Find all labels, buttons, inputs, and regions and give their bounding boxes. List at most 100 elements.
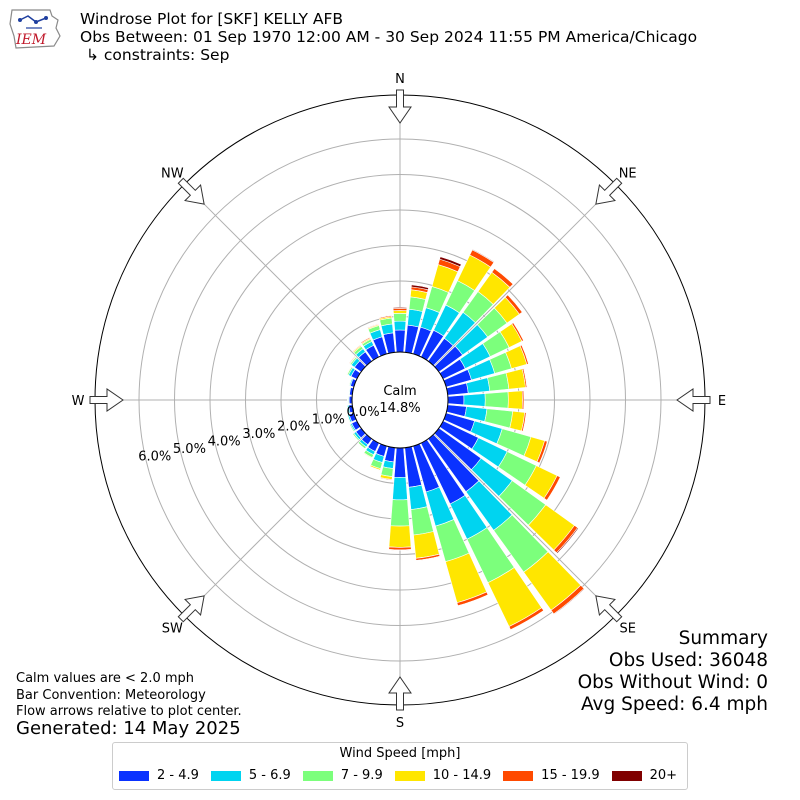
obs-between: Obs Between: 01 Sep 1970 12:00 AM - 30 S…	[80, 28, 698, 46]
bar-300-4	[345, 365, 352, 375]
compass-label-ne: NE	[619, 166, 637, 181]
summary-heading: Summary	[678, 628, 768, 649]
compass-arrow-sw	[177, 595, 205, 623]
bar-90-4	[521, 390, 525, 410]
bar-120-5	[546, 476, 562, 501]
legend-swatch-3	[394, 770, 425, 781]
flow-arrows-note: Flow arrows relative to plot center.	[16, 704, 242, 719]
calm-value: 14.8%	[379, 401, 420, 416]
legend-item-0: 2 - 4.9	[119, 768, 199, 783]
legend-swatch-5	[611, 770, 642, 781]
compass-arrow-w	[89, 388, 124, 412]
bar-90-2	[484, 391, 509, 409]
bar-180-0	[393, 447, 407, 478]
iem-logo: IEM	[9, 9, 61, 49]
bar-0-5	[392, 306, 408, 309]
bar-0-2	[393, 313, 407, 322]
bar-210-4	[362, 453, 373, 460]
compass-arrow-s	[388, 676, 412, 711]
bar-90-3	[507, 390, 523, 410]
legend-items: 2 - 4.9 5 - 6.9 7 - 9.9 10 - 14.9 15 - 19.9 2…	[119, 768, 689, 783]
calm-note: Calm values are < 2.0 mph	[16, 671, 195, 686]
legend-swatch-2	[302, 770, 333, 781]
grid-spoke	[183, 183, 367, 367]
bar-280-2	[348, 386, 351, 396]
calm-circle	[351, 351, 449, 449]
radial-tick-label-2: 2.0%	[277, 420, 310, 435]
bar-20-5	[439, 256, 462, 268]
legend-label-0: 2 - 4.9	[157, 768, 199, 783]
grid-spoke	[433, 183, 617, 367]
legend-swatch-1	[210, 770, 241, 781]
bar-180-5	[388, 549, 412, 551]
legend-item-5: 20+	[611, 768, 678, 783]
bar-0-3	[392, 310, 408, 314]
bar-70-5	[521, 344, 530, 365]
constraints: ↳ constraints: Sep	[86, 46, 230, 64]
radial-tick-label-5: 5.0%	[173, 442, 206, 457]
grid-spoke	[433, 433, 617, 617]
bar-170-2	[410, 506, 434, 536]
legend-label-5: 20+	[649, 768, 678, 783]
bar-140-5	[553, 588, 585, 615]
bar-0-0	[394, 329, 406, 353]
legend-title: Wind Speed [mph]	[339, 746, 461, 761]
bar-270-3	[347, 395, 349, 405]
bar-90-1	[463, 393, 486, 407]
bar-100-4	[521, 412, 527, 432]
bar-260-3	[345, 405, 349, 414]
bar-160-5	[457, 594, 489, 607]
legend-item-2: 7 - 9.9	[302, 768, 383, 783]
compass-arrow-ne	[595, 177, 623, 205]
legend-label-3: 10 - 14.9	[432, 768, 492, 783]
bar-350-5	[378, 314, 392, 319]
legend: Wind Speed [mph] 2 - 4.9 5 - 6.9 7 - 9.9 10…	[112, 742, 688, 790]
compass-arrow-se	[595, 595, 623, 623]
bar-180-2	[390, 499, 410, 527]
bar-180-1	[392, 476, 408, 501]
bar-90-0	[447, 394, 465, 406]
compass-label-n: N	[395, 72, 405, 87]
bar-190-4	[379, 477, 393, 481]
calm-label: Calm	[383, 384, 416, 399]
grid-spoke	[183, 433, 367, 617]
bar-330-5	[360, 336, 371, 343]
bar-10-5	[410, 284, 429, 291]
legend-label-4: 15 - 19.9	[541, 768, 600, 783]
bar-340-5	[366, 323, 379, 329]
bar-310-4	[348, 355, 356, 365]
bar-80-2	[487, 372, 510, 392]
legend-label-2: 7 - 9.9	[340, 768, 383, 783]
radial-tick-label-0: 0.0%	[347, 405, 380, 420]
bar-convention: Bar Convention: Meteorology	[16, 688, 206, 703]
compass-label-nw: NW	[161, 166, 184, 181]
compass-arrow-e	[676, 388, 711, 412]
compass-label-w: W	[72, 394, 85, 409]
legend-label-1: 5 - 6.9	[248, 768, 291, 783]
bar-40-5	[494, 267, 514, 285]
bar-80-5	[523, 368, 528, 388]
compass-arrows	[89, 89, 711, 711]
compass-label-s: S	[396, 716, 404, 731]
legend-swatch-0	[119, 770, 149, 781]
bar-320-4	[352, 344, 362, 353]
chart-title: Windrose Plot for [SKF] KELLY AFB	[80, 10, 344, 28]
radial-tick-label-3: 3.0%	[242, 427, 275, 442]
bar-170-3	[413, 531, 440, 559]
bar-110-5	[539, 441, 549, 464]
bar-220-4	[357, 442, 366, 450]
bar-50-5	[507, 294, 524, 313]
bar-290-3	[347, 377, 352, 386]
radial-tick-labels: 0.0%1.0%2.0%3.0%4.0%5.0%6.0%	[138, 405, 379, 464]
bar-200-4	[369, 465, 381, 471]
legend-swatch-4	[503, 770, 534, 781]
radial-tick-label-1: 1.0%	[312, 412, 345, 427]
summary-obs-without-wind: Obs Without Wind: 0	[577, 672, 768, 693]
bar-170-5	[415, 555, 441, 562]
compass-label-se: SE	[619, 622, 635, 637]
compass-arrow-n	[388, 89, 412, 124]
generated-date: Generated: 14 May 2025	[16, 718, 241, 739]
bar-60-4	[511, 322, 524, 342]
bar-170-1	[408, 484, 428, 510]
